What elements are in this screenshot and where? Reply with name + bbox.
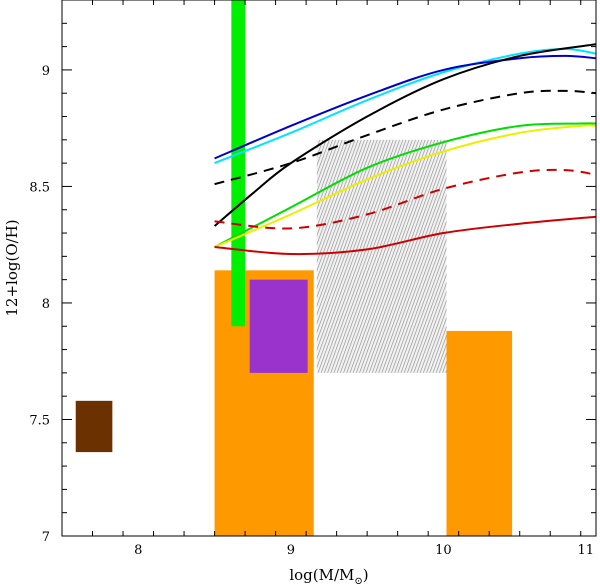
x-tick-label: 10 [435, 543, 452, 558]
purple-box [249, 279, 308, 373]
y-tick-label: 7.5 [29, 413, 50, 428]
y-axis-label: 12+log(O/H) [3, 219, 21, 316]
x-tick-label: 8 [134, 543, 142, 558]
model-curves [213, 43, 596, 256]
y-tick-label: 9 [42, 64, 50, 79]
brown-box [75, 400, 113, 453]
y-tick-label: 8.5 [29, 180, 50, 195]
region-boxes [75, 0, 513, 536]
plot-frame [61, 0, 597, 537]
x-tick-labels: 8 9 10 11 [134, 543, 594, 558]
y-tick-label: 7 [42, 530, 50, 545]
orange-box-right [446, 330, 513, 536]
series-blue [214, 54, 596, 160]
grey-hatched-box [316, 139, 447, 373]
x-tick-label: 11 [577, 543, 594, 558]
y-tick-labels: 7 7.5 8 8.5 9 [29, 64, 50, 545]
y-tick-label: 8 [42, 297, 50, 312]
series-yellow [214, 124, 596, 248]
series-green [214, 122, 596, 248]
series-red-solid [214, 215, 596, 256]
series-red-dashed [214, 168, 596, 230]
series-black-dashed [214, 89, 596, 186]
x-axis-label: log(M/M⊙) [289, 566, 368, 587]
green-bar [231, 0, 246, 327]
x-tick-label: 9 [287, 543, 295, 558]
series-black-solid [213, 43, 596, 227]
